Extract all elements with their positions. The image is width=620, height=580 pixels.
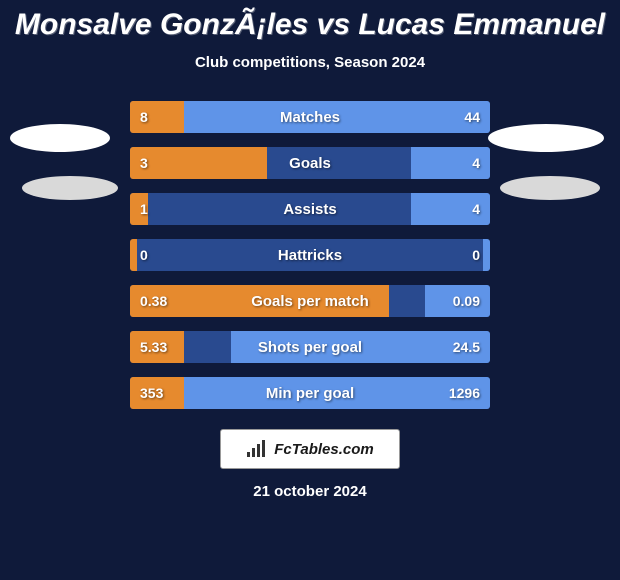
logo-text: FcTables.com: [274, 441, 373, 458]
stat-row: 0.380.09Goals per match: [130, 285, 490, 317]
player-ellipse: [500, 176, 600, 200]
stat-label: Matches: [130, 101, 490, 133]
comparison-infographic: Monsalve GonzÃ¡les vs Lucas Emmanuel Clu…: [0, 0, 620, 580]
subtitle: Club competitions, Season 2024: [0, 54, 620, 71]
stat-row: 844Matches: [130, 101, 490, 133]
stat-row: 34Goals: [130, 147, 490, 179]
player-ellipse: [10, 124, 110, 152]
stat-label: Goals: [130, 147, 490, 179]
stat-label: Goals per match: [130, 285, 490, 317]
bars-icon: [246, 440, 268, 458]
site-logo: FcTables.com: [220, 429, 400, 469]
stat-label: Assists: [130, 193, 490, 225]
player-ellipse: [22, 176, 118, 200]
stat-label: Hattricks: [130, 239, 490, 271]
player-ellipse: [488, 124, 604, 152]
stat-label: Min per goal: [130, 377, 490, 409]
stat-label: Shots per goal: [130, 331, 490, 363]
stat-row: 5.3324.5Shots per goal: [130, 331, 490, 363]
footer-date: 21 october 2024: [0, 483, 620, 500]
page-title: Monsalve GonzÃ¡les vs Lucas Emmanuel: [0, 0, 620, 42]
stat-row: 00Hattricks: [130, 239, 490, 271]
stat-row: 14Assists: [130, 193, 490, 225]
bars-container: 844Matches 34Goals 14Assists 00Hattricks 0.3…: [130, 101, 490, 409]
stat-row: 3531296Min per goal: [130, 377, 490, 409]
